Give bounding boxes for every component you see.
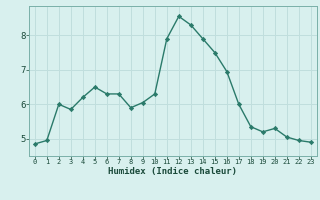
X-axis label: Humidex (Indice chaleur): Humidex (Indice chaleur)	[108, 167, 237, 176]
